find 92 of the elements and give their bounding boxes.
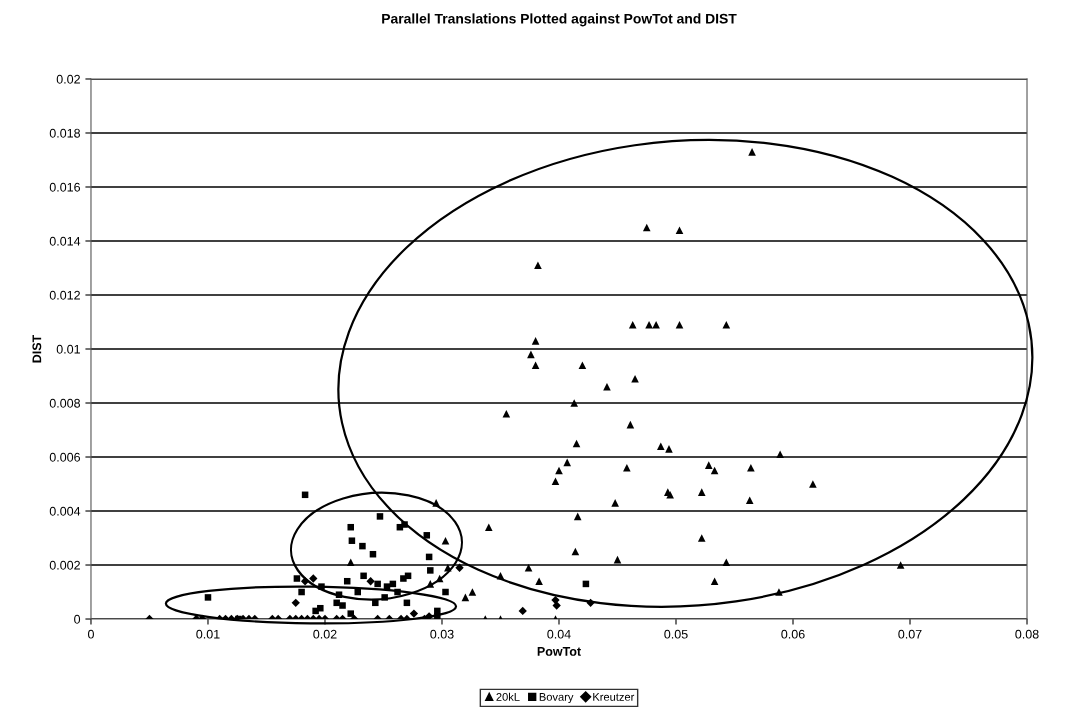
point [359, 542, 366, 550]
point [502, 410, 511, 418]
point [603, 383, 611, 391]
point [461, 593, 470, 602]
x-tick-label: 0.04 [547, 629, 571, 639]
point [531, 337, 540, 345]
point [656, 442, 665, 451]
point [722, 558, 731, 567]
point [697, 488, 706, 496]
point [578, 361, 587, 370]
point [346, 558, 355, 567]
y-tick-label: 0 [74, 614, 81, 624]
point [747, 464, 755, 472]
point [312, 607, 319, 615]
point [710, 577, 719, 586]
y-tick-label: 0.01 [56, 344, 80, 354]
point [527, 350, 535, 359]
point [776, 450, 784, 459]
point [204, 594, 212, 601]
y-tick-label: 0.014 [49, 236, 81, 246]
point [291, 598, 300, 607]
point [652, 320, 660, 329]
point [675, 320, 684, 329]
y-tick-label: 0.018 [49, 128, 81, 138]
point [293, 575, 301, 582]
point [531, 361, 540, 370]
y-tick-label: 0.012 [49, 290, 80, 300]
point [665, 445, 673, 453]
point [423, 532, 431, 539]
x-tick-label: 0.06 [781, 629, 805, 639]
point [809, 480, 817, 488]
y-tick-label: 0.02 [56, 74, 80, 84]
point [611, 499, 619, 507]
x-tick-label: 0.02 [313, 629, 337, 639]
point [354, 588, 362, 596]
point [339, 602, 346, 609]
point [347, 523, 354, 531]
point [552, 601, 561, 610]
point [427, 567, 434, 574]
legend-label: 20kL [496, 692, 520, 701]
point [551, 477, 560, 486]
point [409, 609, 419, 618]
point [309, 574, 318, 583]
point [722, 320, 731, 329]
point [573, 512, 582, 521]
point [484, 523, 493, 532]
point [534, 261, 542, 270]
point [535, 577, 543, 586]
y-tick-label: 0.004 [49, 506, 81, 516]
y-tick-label: 0.006 [49, 452, 81, 462]
point [455, 563, 464, 572]
x-tick-label: 0.03 [430, 629, 454, 639]
point [628, 320, 637, 329]
point [571, 547, 580, 556]
point [518, 606, 527, 616]
point [348, 537, 356, 544]
point [366, 577, 375, 586]
point [441, 536, 450, 545]
y-tick-label: 0.008 [49, 398, 81, 408]
point [748, 148, 756, 156]
legend-label: Bovary [539, 693, 574, 704]
x-tick-label: 0.08 [1015, 629, 1039, 639]
point [675, 226, 684, 234]
x-axis-title: PowTot [537, 647, 581, 656]
point [563, 458, 571, 467]
x-tick-label: 0.05 [664, 629, 688, 639]
point [642, 223, 651, 232]
y-tick-label: 0.016 [49, 182, 81, 192]
point [298, 588, 305, 596]
y-tick-label: 0.002 [49, 560, 80, 570]
point [442, 588, 449, 596]
point [376, 513, 384, 520]
y-axis-title: DIST [32, 334, 42, 363]
x-tick-label: 0 [88, 629, 94, 639]
x-tick-label: 0.07 [898, 629, 922, 639]
point [704, 461, 713, 469]
x-tick-label: 0.01 [196, 629, 220, 639]
point [360, 572, 367, 580]
legend-label: Kreutzer [593, 693, 635, 701]
point [524, 563, 533, 572]
point [623, 464, 631, 472]
point [333, 599, 340, 607]
point [468, 588, 477, 596]
point [374, 580, 381, 588]
point [570, 399, 579, 407]
point [697, 534, 706, 542]
chart-title: Parallel Translations Plotted against PowTot and DIST [382, 13, 737, 27]
point [631, 374, 639, 383]
point [745, 496, 754, 505]
point [347, 610, 354, 617]
point [645, 320, 653, 329]
point [896, 561, 905, 569]
